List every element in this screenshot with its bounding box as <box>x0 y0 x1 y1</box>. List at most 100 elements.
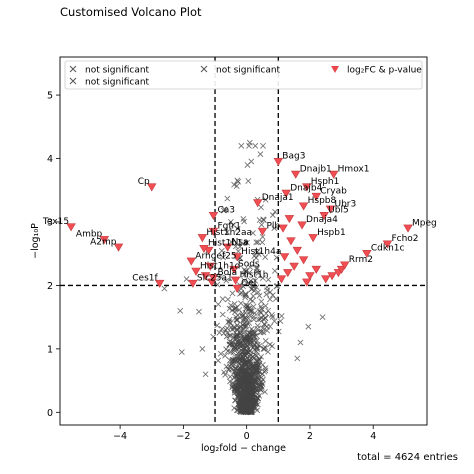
significant-point-hist1h <box>230 276 241 285</box>
legend-marker-triangle <box>331 66 339 73</box>
point-label-plb: Plb <box>266 221 280 231</box>
non-significant-point <box>243 291 249 298</box>
y-tick-label: 5 <box>47 91 53 102</box>
legend-marker-x <box>69 77 77 85</box>
non-significant-point <box>231 347 238 353</box>
non-significant-point <box>243 322 250 329</box>
point-label-sods: Sods <box>238 260 260 270</box>
significant-point <box>276 275 287 284</box>
non-significant-point <box>224 229 231 236</box>
point-label-rrm2: Rrm2 <box>349 255 373 265</box>
point-label-hist1h: Hist1h <box>240 270 269 280</box>
non-significant-point <box>252 142 259 149</box>
significant-point-sods <box>229 265 239 274</box>
non-significant-point <box>269 314 276 320</box>
significant-point <box>302 278 312 287</box>
non-significant-point <box>250 363 257 370</box>
non-significant-point <box>251 310 258 316</box>
significant-point-dnajb4 <box>281 189 291 198</box>
non-significant-point <box>254 394 261 400</box>
non-significant-point <box>228 239 235 245</box>
non-significant-point <box>224 330 231 336</box>
non-significant-point <box>242 268 249 275</box>
non-significant-point <box>237 356 244 363</box>
non-significant-point <box>233 332 240 338</box>
non-significant-point <box>248 394 255 401</box>
significant-point <box>305 272 315 281</box>
non-significant-point <box>254 248 261 255</box>
non-significant-point <box>202 371 209 378</box>
significant-point <box>200 272 211 281</box>
non-significant-point <box>218 247 225 254</box>
point-label-dnajb1: Dnajb1 <box>300 164 332 174</box>
non-significant-point <box>252 369 259 376</box>
non-significant-point <box>227 332 234 339</box>
significant-point <box>286 237 296 246</box>
point-label-a2mp: A2mp <box>90 237 117 247</box>
non-significant-point <box>232 356 239 362</box>
non-significant-point <box>234 316 241 323</box>
non-significant-point <box>250 293 257 299</box>
legend: not significant log₂FC & p-value not signi… <box>64 60 423 90</box>
non-significant-point <box>261 346 268 352</box>
significant-point <box>203 246 214 255</box>
non-significant-point <box>236 306 243 313</box>
significant-point-ubl5 <box>319 211 329 220</box>
point-label-hmox1: Hmox1 <box>338 164 370 174</box>
x-tick-label: 4 <box>370 431 376 442</box>
point-label-hist1h4a: Hist1h4a <box>241 247 281 257</box>
non-significant-point <box>246 353 253 360</box>
non-significant-point <box>259 239 266 246</box>
non-significant-point <box>249 406 255 413</box>
point-label-hist1h2aa: Hist1h2aa <box>206 228 252 238</box>
non-significant-point <box>243 268 250 274</box>
non-significant-point <box>217 273 224 279</box>
non-significant-point <box>241 277 248 284</box>
non-significant-point <box>246 269 253 276</box>
non-significant-point <box>215 301 222 308</box>
non-significant-point <box>260 142 266 149</box>
point-label-cdkn1c: Cdkn1c <box>371 244 405 254</box>
significant-point-cryab <box>311 192 321 201</box>
non-significant-point <box>262 337 269 344</box>
non-significant-point <box>260 376 266 383</box>
non-significant-point <box>253 255 260 261</box>
point-label-hist1b1a: Hist1b1a <box>208 239 248 249</box>
non-significant-point <box>235 248 242 255</box>
significant-point-hist1h1d <box>191 267 201 276</box>
significant-point-fcho2 <box>382 240 393 249</box>
point-label-hsph1: Hsph1 <box>311 177 340 187</box>
point-label-ca3: Ca3 <box>217 206 235 216</box>
non-significant-point <box>219 325 225 332</box>
non-significant-point <box>231 300 238 307</box>
non-significant-point <box>272 295 279 302</box>
non-significant-point <box>245 178 252 184</box>
non-significant-point <box>258 204 264 211</box>
non-significant-point <box>229 326 236 333</box>
non-significant-point <box>257 382 263 389</box>
non-significant-point <box>246 139 253 146</box>
non-significant-point <box>243 370 250 377</box>
non-significant-point <box>265 348 271 355</box>
non-significant-point <box>227 378 233 385</box>
non-significant-points <box>161 139 326 416</box>
non-significant-point <box>319 314 326 321</box>
significant-point-plb <box>257 227 268 236</box>
non-significant-point <box>238 369 245 376</box>
non-significant-point <box>220 254 227 261</box>
non-significant-point <box>234 385 241 391</box>
non-significant-point <box>253 239 260 246</box>
non-significant-point <box>235 178 242 185</box>
non-significant-point <box>262 365 269 372</box>
non-significant-point <box>196 308 202 315</box>
legend-label: not significant <box>85 78 150 88</box>
non-significant-point <box>271 267 278 274</box>
non-significant-point <box>250 316 257 323</box>
y-tick-label: 4 <box>47 154 53 165</box>
non-significant-point <box>222 371 229 378</box>
x-tick-label: −2 <box>176 431 190 442</box>
non-significant-point <box>217 350 224 357</box>
non-significant-point <box>227 373 234 380</box>
significant-point <box>284 215 295 224</box>
chart-title: Customised Volcano Plot <box>60 5 202 19</box>
